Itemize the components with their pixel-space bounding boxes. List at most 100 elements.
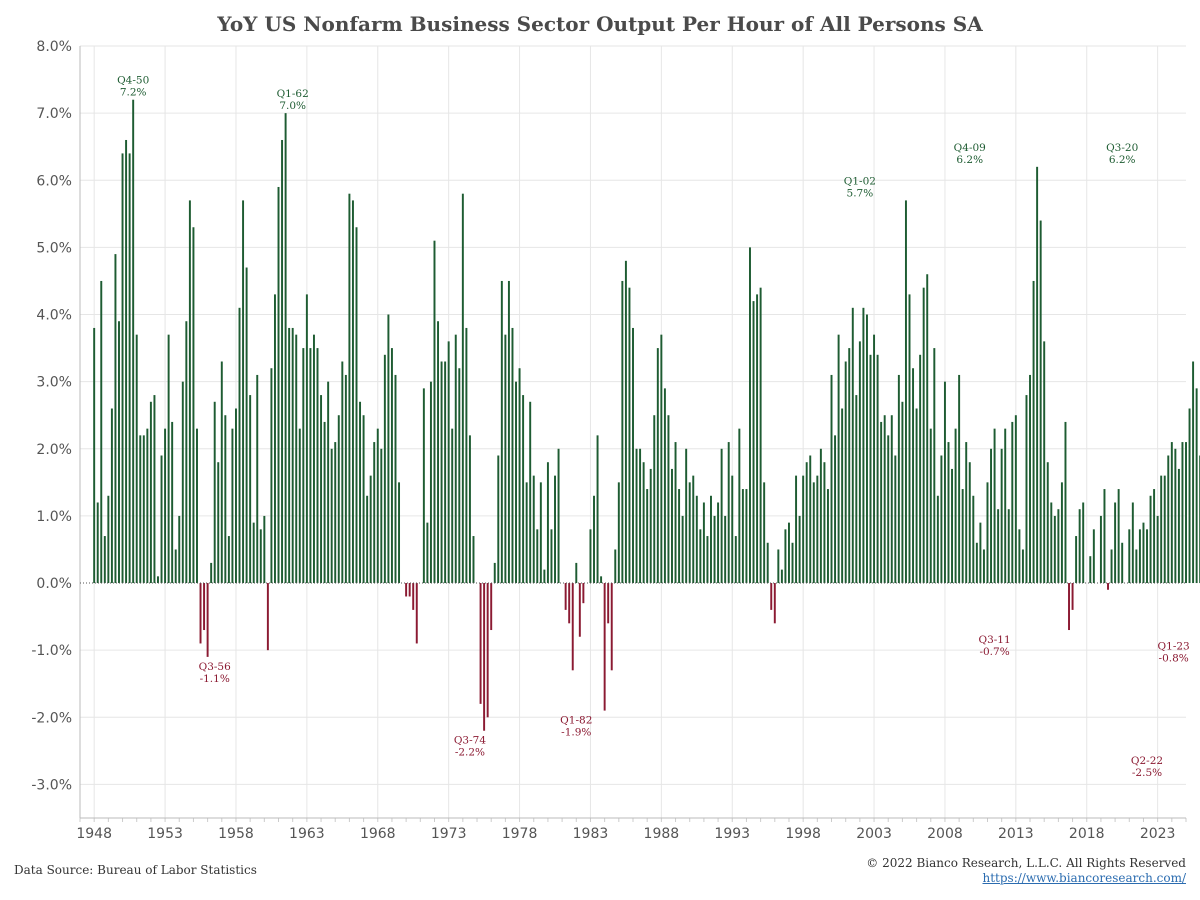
- bar: [192, 227, 195, 584]
- bar: [135, 334, 138, 584]
- bar: [196, 428, 198, 584]
- annotation-value: 7.2%: [120, 87, 147, 99]
- bar: [965, 442, 968, 584]
- bar: [692, 475, 695, 584]
- annotations: 7.2%Q4-507.0%Q1-625.7%Q1-026.2%Q4-096.2%…: [117, 75, 1190, 779]
- x-tick-label: 2018: [1069, 826, 1105, 842]
- y-tick-label: 3.0%: [36, 375, 72, 391]
- y-tick-label: 5.0%: [36, 240, 72, 256]
- annotation-value: -2.5%: [1132, 767, 1162, 779]
- bar: [915, 408, 918, 584]
- bar: [468, 435, 471, 584]
- bar: [1007, 509, 1010, 584]
- bar: [93, 327, 96, 584]
- bar: [1046, 462, 1049, 584]
- bar: [373, 442, 376, 584]
- bar: [149, 401, 152, 584]
- y-tick-label: -2.0%: [31, 710, 72, 726]
- annotation-quarter: Q1-23: [1158, 641, 1190, 653]
- bar: [1138, 529, 1141, 584]
- bar: [975, 542, 978, 584]
- bar: [461, 193, 464, 584]
- bar: [947, 442, 950, 584]
- bar: [408, 583, 411, 597]
- bar: [968, 462, 971, 584]
- annotation-value: 6.2%: [1109, 154, 1136, 166]
- bar: [940, 455, 943, 584]
- bar: [961, 489, 964, 584]
- bar: [497, 455, 500, 584]
- bar: [242, 200, 245, 584]
- bar: [713, 515, 716, 584]
- bar: [851, 307, 854, 584]
- bar: [826, 489, 829, 584]
- bar: [883, 415, 886, 584]
- bar: [1018, 529, 1021, 584]
- bar: [273, 294, 276, 584]
- bar: [217, 462, 220, 584]
- bar: [1050, 502, 1053, 584]
- bar: [819, 448, 822, 584]
- bar: [710, 495, 712, 584]
- bar: [536, 529, 539, 584]
- bar: [298, 428, 301, 584]
- bar: [681, 515, 684, 584]
- bar: [926, 274, 929, 584]
- x-tick-label: 1983: [573, 826, 609, 842]
- bar: [447, 341, 450, 584]
- bar: [451, 428, 454, 584]
- bar: [1107, 583, 1109, 590]
- bar: [731, 475, 734, 584]
- bar: [1163, 475, 1166, 584]
- bar: [575, 562, 578, 584]
- copyright-note: © 2022 Bianco Research, L.L.C. All Right…: [866, 856, 1186, 870]
- bar: [181, 381, 184, 584]
- annotation-value: -1.1%: [200, 673, 230, 685]
- bar: [663, 388, 666, 584]
- bar: [830, 374, 833, 584]
- bar: [518, 368, 521, 584]
- bar: [699, 529, 702, 584]
- bar: [341, 361, 344, 584]
- y-tick-label: 8.0%: [36, 39, 72, 55]
- bar: [490, 583, 493, 631]
- bar: [465, 327, 468, 584]
- bar: [171, 421, 174, 584]
- bar: [834, 435, 837, 584]
- bar: [249, 395, 252, 584]
- annotation-quarter: Q4-09: [954, 142, 986, 154]
- bar: [1053, 515, 1056, 584]
- bar: [1043, 341, 1046, 584]
- bar: [252, 522, 255, 584]
- bar: [993, 428, 996, 584]
- bar: [167, 334, 170, 584]
- data-source-note: Data Source: Bureau of Labor Statistics: [14, 863, 257, 877]
- bar: [1110, 549, 1113, 584]
- bar: [412, 583, 415, 610]
- bar: [745, 489, 748, 584]
- bar: [1064, 421, 1067, 584]
- website-link[interactable]: https://www.biancoresearch.com/: [982, 871, 1186, 885]
- bar: [784, 529, 787, 584]
- bar: [943, 381, 946, 584]
- bar: [511, 327, 514, 584]
- bar: [291, 327, 294, 584]
- bar: [238, 307, 241, 584]
- bar: [1011, 421, 1014, 584]
- bar: [848, 348, 851, 584]
- bar: [642, 462, 645, 584]
- annotation-quarter: Q3-56: [199, 661, 232, 673]
- bar: [398, 482, 401, 584]
- bar: [380, 448, 383, 584]
- x-tick-label: 1988: [644, 826, 680, 842]
- bar: [890, 415, 893, 584]
- bar: [546, 462, 549, 584]
- bar: [405, 583, 408, 597]
- bar: [1160, 475, 1163, 584]
- bar: [628, 287, 631, 584]
- x-tick-label: 2013: [998, 826, 1034, 842]
- bar: [908, 294, 911, 584]
- bar: [199, 583, 202, 644]
- bar: [656, 348, 659, 584]
- bar: [671, 468, 673, 584]
